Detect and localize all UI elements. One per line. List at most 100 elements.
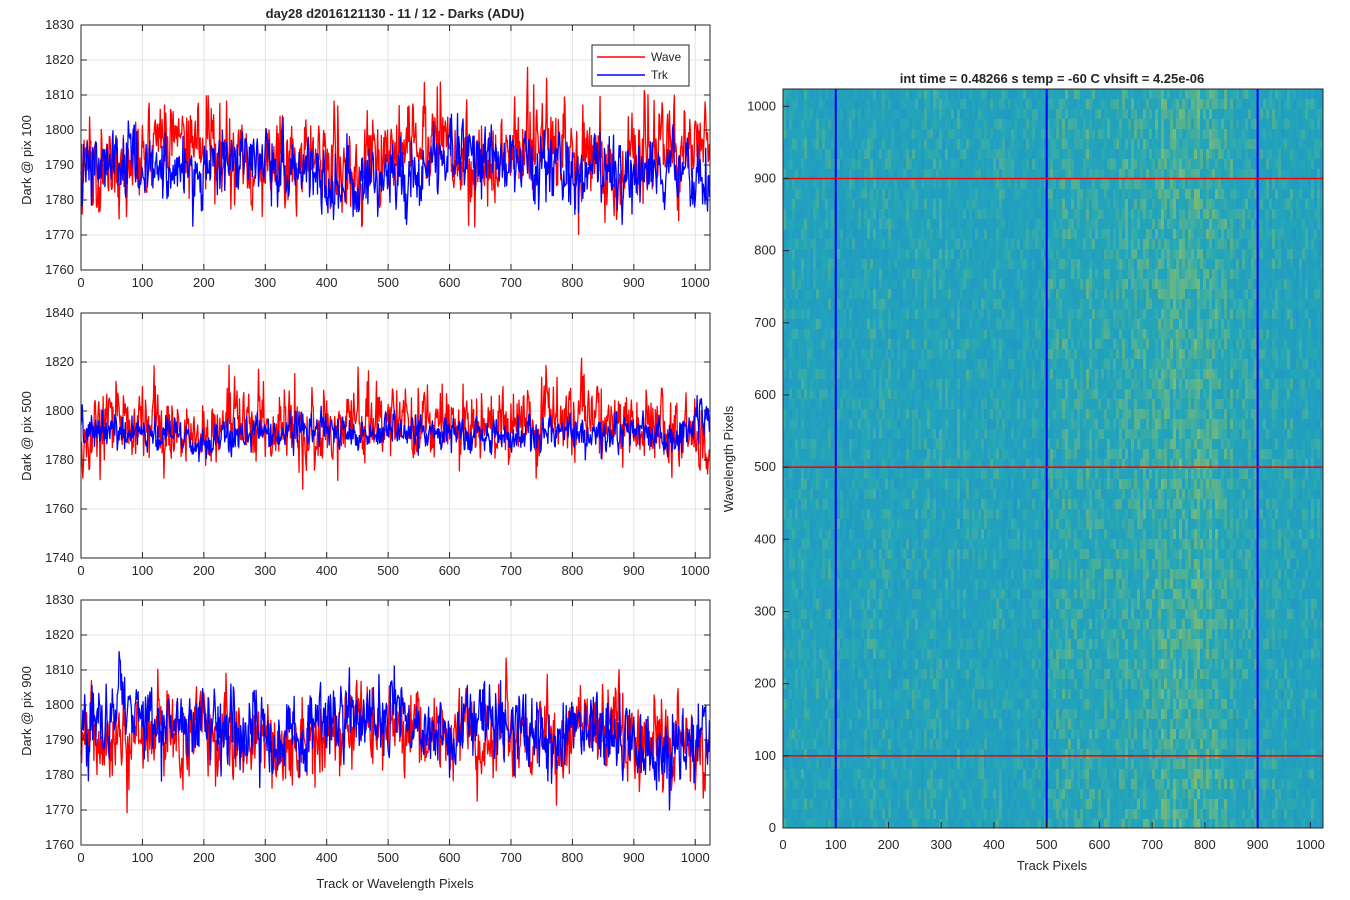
heatmap-cell bbox=[915, 529, 919, 540]
heatmap-cell bbox=[900, 259, 904, 270]
heatmap-cell bbox=[831, 759, 835, 770]
heatmap-cell bbox=[843, 349, 847, 360]
heatmap-cell bbox=[897, 299, 901, 310]
heatmap-cell bbox=[879, 499, 883, 510]
heatmap-cell bbox=[852, 619, 856, 630]
heatmap-cell bbox=[819, 369, 823, 380]
heatmap-cell bbox=[813, 799, 817, 810]
heatmap-cell bbox=[822, 109, 826, 120]
heatmap-cell bbox=[912, 199, 916, 210]
heatmap-cell bbox=[792, 789, 796, 800]
heatmap-cell bbox=[933, 179, 937, 190]
heatmap-cell bbox=[795, 609, 799, 620]
heatmap-cell bbox=[870, 329, 874, 340]
heatmap-cell bbox=[894, 159, 898, 170]
heatmap-cell bbox=[972, 309, 976, 320]
heatmap-cell bbox=[918, 119, 922, 130]
heatmap-cell bbox=[906, 679, 910, 690]
heatmap-cell bbox=[927, 129, 931, 140]
heatmap-cell bbox=[876, 259, 880, 270]
heatmap-cell bbox=[846, 369, 850, 380]
heatmap-cell bbox=[792, 209, 796, 220]
heatmap-cell bbox=[888, 799, 892, 810]
heatmap-cell bbox=[900, 179, 904, 190]
heatmap-cell bbox=[966, 519, 970, 530]
heatmap-cell bbox=[816, 529, 820, 540]
heatmap-cell bbox=[927, 609, 931, 620]
heatmap-cell bbox=[942, 409, 946, 420]
heatmap-cell bbox=[792, 349, 796, 360]
heatmap-cell bbox=[927, 679, 931, 690]
heatmap-cell bbox=[843, 669, 847, 680]
heatmap-cell bbox=[882, 519, 886, 530]
heatmap-cell bbox=[948, 369, 952, 380]
heatmap-cell bbox=[957, 709, 961, 720]
heatmap-cell bbox=[867, 339, 871, 350]
heatmap-cell bbox=[891, 519, 895, 530]
heatmap-cell bbox=[954, 339, 958, 350]
heatmap-cell bbox=[822, 739, 826, 750]
heatmap-cell bbox=[852, 779, 856, 790]
heatmap-cell bbox=[924, 179, 928, 190]
heatmap-cell bbox=[951, 749, 955, 760]
heatmap-cell bbox=[849, 169, 853, 180]
heatmap-cell bbox=[858, 659, 862, 670]
heatmap-cell bbox=[924, 819, 928, 828]
heatmap-cell bbox=[798, 499, 802, 510]
heatmap-cell bbox=[969, 139, 973, 150]
heatmap-cell bbox=[822, 469, 826, 480]
heatmap-cell bbox=[969, 789, 973, 800]
heatmap-cell bbox=[861, 89, 865, 100]
heatmap-cell bbox=[813, 459, 817, 470]
heatmap-cell bbox=[831, 179, 835, 190]
heatmap-cell bbox=[906, 119, 910, 130]
heatmap-cell bbox=[927, 259, 931, 270]
heatmap-cell bbox=[819, 729, 823, 740]
heatmap-cell bbox=[927, 689, 931, 700]
heatmap-cell bbox=[969, 149, 973, 160]
heatmap-cell bbox=[861, 679, 865, 690]
heatmap-cell bbox=[936, 819, 940, 828]
heatmap-cell bbox=[921, 309, 925, 320]
heatmap-cell bbox=[909, 589, 913, 600]
heatmap-cell bbox=[795, 429, 799, 440]
heatmap-cell bbox=[954, 719, 958, 730]
heatmap-cell bbox=[867, 679, 871, 690]
heatmap-cell bbox=[810, 479, 814, 490]
heatmap-cell bbox=[900, 409, 904, 420]
heatmap-cell bbox=[855, 759, 859, 770]
heatmap-cell bbox=[969, 629, 973, 640]
heatmap-cell bbox=[855, 619, 859, 630]
heatmap-cell bbox=[912, 579, 916, 590]
heatmap-cell bbox=[861, 279, 865, 290]
heatmap-cell bbox=[864, 289, 868, 300]
heatmap-cell bbox=[837, 479, 841, 490]
heatmap-cell bbox=[861, 659, 865, 670]
heatmap-cell bbox=[951, 519, 955, 530]
heatmap-cell bbox=[936, 159, 940, 170]
heatmap-cell bbox=[852, 559, 856, 570]
heatmap-cell bbox=[927, 599, 931, 610]
heatmap-cell bbox=[837, 279, 841, 290]
heatmap-cell bbox=[945, 489, 949, 500]
heatmap-cell bbox=[960, 669, 964, 680]
heatmap-cell bbox=[966, 719, 970, 730]
heatmap-cell bbox=[831, 779, 835, 790]
x-tick-label: 800 bbox=[562, 275, 584, 290]
heatmap-cell bbox=[786, 469, 790, 480]
heatmap-cell bbox=[912, 309, 916, 320]
heatmap-cell bbox=[864, 319, 868, 330]
heatmap-cell bbox=[795, 589, 799, 600]
heatmap-cell bbox=[972, 239, 976, 250]
heatmap-cell bbox=[972, 199, 976, 210]
heatmap-cell bbox=[921, 609, 925, 620]
heatmap-cell bbox=[882, 399, 886, 410]
heatmap-cell bbox=[951, 489, 955, 500]
heatmap-cell bbox=[798, 209, 802, 220]
heatmap-cell bbox=[876, 599, 880, 610]
heatmap-cell bbox=[876, 229, 880, 240]
heatmap-cell bbox=[933, 509, 937, 520]
heatmap-cell bbox=[855, 489, 859, 500]
heatmap-cell bbox=[894, 599, 898, 610]
heatmap-cell bbox=[918, 129, 922, 140]
